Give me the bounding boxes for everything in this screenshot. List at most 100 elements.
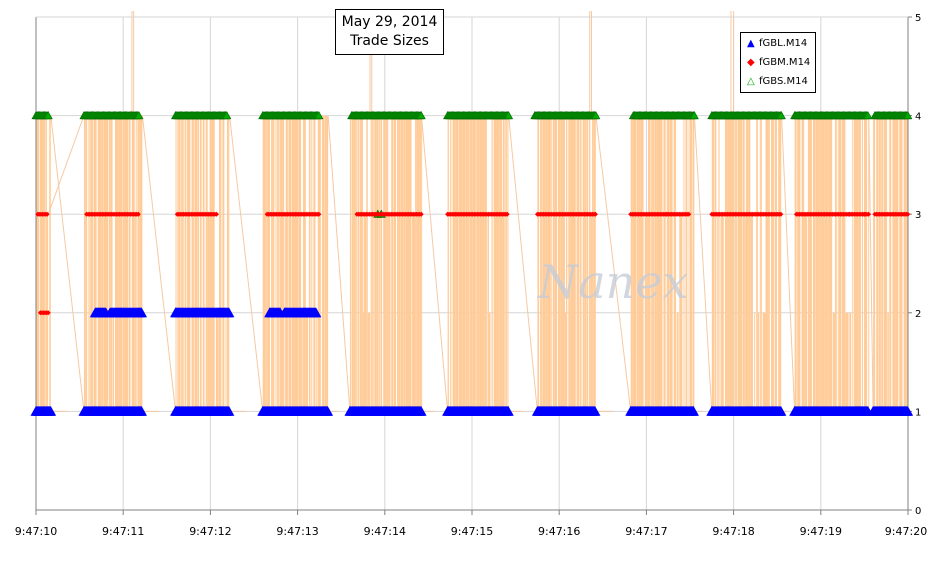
legend-item-fgbm: ◆ fGBM.M14: [747, 56, 810, 70]
activity-band: [845, 312, 849, 412]
activity-band: [184, 115, 187, 412]
data-point-fgbl: [45, 405, 57, 416]
activity-band: [584, 115, 587, 412]
activity-band: [275, 115, 277, 412]
activity-band: [818, 115, 821, 412]
activity-band: [455, 115, 459, 412]
activity-band: [586, 115, 589, 412]
activity-band: [690, 115, 693, 412]
activity-band: [537, 115, 539, 412]
activity-band: [647, 115, 651, 412]
activity-band: [385, 115, 387, 412]
y-tick-label: 1: [915, 407, 921, 418]
y-tick-label: 0: [915, 506, 921, 517]
data-point-fgbm: [418, 211, 424, 217]
activity-band: [748, 115, 751, 412]
activity-band: [182, 115, 184, 412]
activity-band: [630, 115, 633, 412]
activity-band: [114, 115, 119, 412]
activity-band: [878, 115, 881, 412]
activity-band: [49, 115, 51, 412]
activity-band: [734, 115, 736, 412]
data-point-fgbm: [905, 211, 911, 217]
activity-band: [737, 115, 741, 412]
activity-band: [735, 115, 737, 412]
activity-band: [774, 115, 777, 412]
x-tick-label: 9:47:17: [625, 525, 667, 538]
data-point-fgbm: [504, 211, 510, 217]
activity-band: [272, 115, 275, 412]
data-point-fgbm: [847, 211, 853, 217]
activity-band: [366, 115, 368, 412]
activity-band: [187, 115, 189, 412]
activity-band: [197, 115, 200, 412]
activity-band: [45, 115, 47, 412]
activity-bands: [36, 115, 908, 412]
activity-band: [477, 115, 480, 412]
x-tick-label: 9:47:20: [885, 525, 927, 538]
activity-band: [308, 115, 311, 412]
activity-band: [794, 115, 797, 412]
data-point-fgbl: [687, 405, 699, 416]
legend-item-fgbs: △ fGBS.M14: [747, 75, 808, 89]
activity-band: [502, 115, 505, 412]
data-point-fgbm: [135, 211, 141, 217]
y-tick-label: 3: [915, 210, 921, 221]
activity-band: [470, 115, 473, 412]
activity-band: [589, 115, 591, 412]
activity-band: [730, 115, 734, 412]
activity-band: [889, 115, 892, 412]
activity-band: [271, 115, 273, 412]
activity-band: [858, 115, 861, 412]
activity-band: [267, 115, 270, 412]
activity-band: [576, 115, 578, 412]
activity-band: [760, 115, 762, 412]
activity-band: [493, 115, 497, 412]
activity-band: [554, 115, 558, 412]
activity-band: [651, 115, 653, 412]
activity-band: [408, 115, 412, 412]
activity-band: [578, 115, 580, 412]
activity-band: [465, 115, 468, 412]
data-point-fgbm: [316, 211, 322, 217]
legend-item-fgbl: ▲ fGBL.M14: [747, 37, 807, 51]
chart-title: May 29, 2014: [341, 14, 438, 30]
activity-band: [386, 115, 389, 412]
activity-band: [370, 115, 372, 412]
activity-band: [718, 115, 720, 412]
activity-band: [571, 115, 573, 412]
activity-band: [539, 115, 541, 412]
activity-band: [363, 214, 367, 412]
activity-band: [864, 115, 868, 412]
activity-band: [110, 115, 113, 412]
activity-band: [813, 115, 816, 412]
activity-band: [191, 115, 194, 412]
x-tick-label: 9:47:10: [15, 525, 57, 538]
activity-band: [842, 115, 846, 412]
activity-band: [644, 214, 648, 412]
activity-band: [768, 115, 770, 412]
activity-band: [666, 115, 670, 412]
data-point-fgbl: [415, 405, 427, 416]
activity-band: [294, 115, 298, 412]
y-tick-label: 5: [915, 13, 921, 24]
activity-band: [740, 115, 743, 412]
activity-band: [405, 115, 408, 412]
data-point-fgbs: [776, 110, 786, 120]
activity-band: [821, 115, 825, 412]
activity-band: [282, 115, 285, 412]
activity-band: [742, 115, 745, 412]
data-point-fgbs: [314, 110, 324, 120]
activity-band: [461, 115, 463, 412]
activity-band: [205, 115, 208, 412]
x-tick-label: 9:47:19: [800, 525, 842, 538]
activity-band: [378, 115, 380, 412]
activity-band: [118, 115, 121, 412]
activity-band: [280, 115, 283, 412]
activity-band: [359, 115, 363, 412]
activity-band: [679, 214, 683, 412]
activity-band: [717, 214, 719, 412]
activity-band: [298, 115, 302, 412]
activity-band: [488, 312, 491, 412]
activity-band: [88, 115, 90, 412]
